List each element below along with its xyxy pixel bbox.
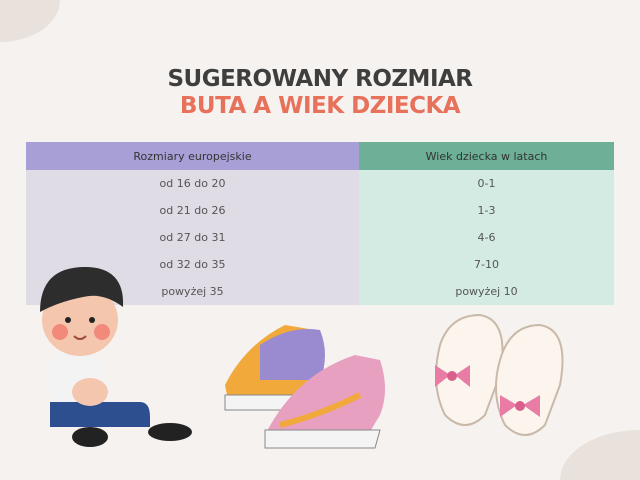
title-line-2: BUTA A WIEK DZIECKA: [179, 93, 461, 119]
sneakers-illustration: [224, 325, 385, 449]
corner-decoration: [0, 0, 60, 42]
age-cell: 7-10: [359, 251, 614, 278]
table-row: od 27 do 31 4-6: [26, 224, 614, 251]
header-child-age: Wiek dziecka w latach: [359, 142, 614, 170]
age-cell: powyżej 10: [359, 278, 614, 305]
size-cell: od 21 do 26: [26, 197, 359, 224]
age-cell: 0-1: [359, 170, 614, 197]
age-cell: 1-3: [359, 197, 614, 224]
table-row: od 21 do 26 1-3: [26, 197, 614, 224]
child-illustration: [40, 267, 192, 447]
table-row: od 16 do 20 0-1: [26, 170, 614, 197]
size-cell: od 27 do 31: [26, 224, 359, 251]
age-cell: 4-6: [359, 224, 614, 251]
header-eu-sizes: Rozmiary europejskie: [26, 142, 359, 170]
title-line-1: SUGEROWANY ROZMIAR: [167, 66, 473, 92]
size-cell: od 16 do 20: [26, 170, 359, 197]
sandals-illustration: [435, 313, 564, 436]
